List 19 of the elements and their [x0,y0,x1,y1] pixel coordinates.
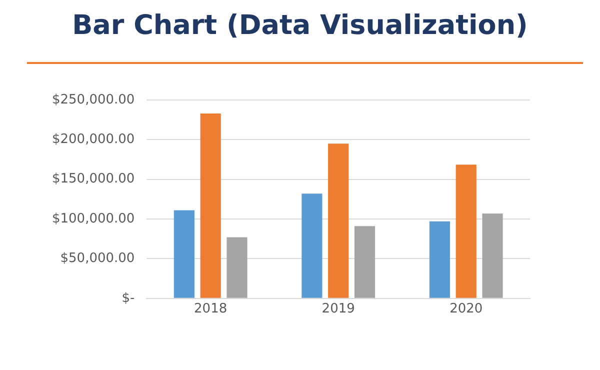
bar [482,213,503,298]
bar [354,226,376,298]
x-tick-label: 2019 [322,302,355,317]
bar [456,164,476,298]
bar [226,237,248,298]
x-tick-label: 2020 [450,302,483,317]
bar [328,144,349,298]
bar [200,113,221,298]
bar [174,210,194,298]
y-tick-label: $250,000.00 [52,92,135,108]
y-tick-label: $100,000.00 [52,211,135,226]
y-tick-label: $150,000.00 [52,172,135,187]
bar [302,194,322,298]
bar [429,221,450,298]
y-tick-label: $50,000.00 [60,251,135,266]
x-tick-label: 2018 [194,302,228,317]
y-tick-label: $- [122,290,136,306]
chart-title: Bar Chart (Data Visualization) [71,10,529,41]
y-tick-label: $200,000.00 [52,132,135,148]
